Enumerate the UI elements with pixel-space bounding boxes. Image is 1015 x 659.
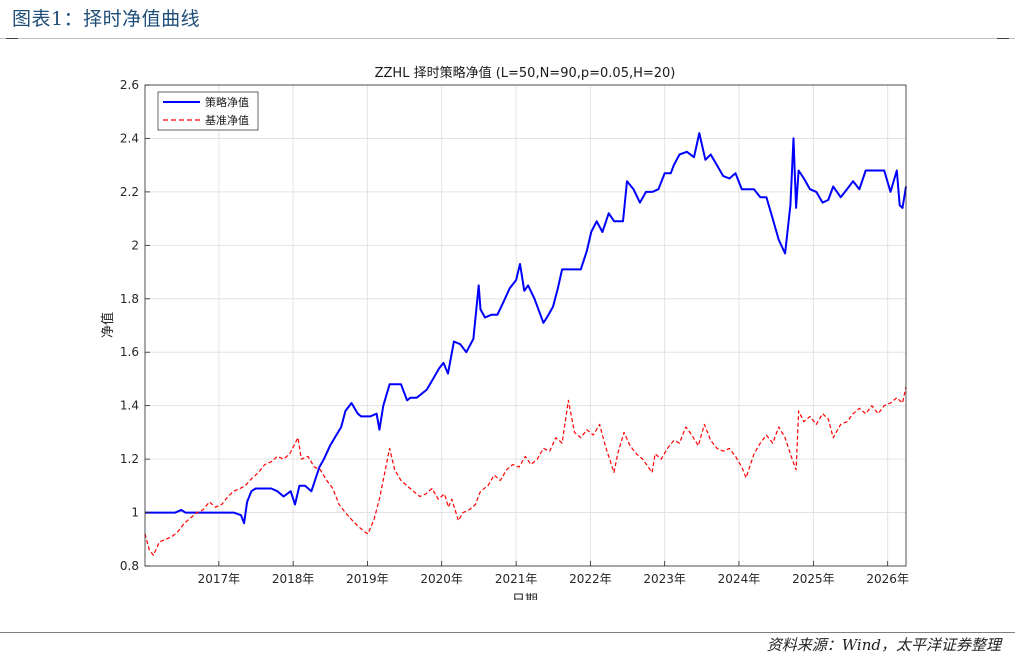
y-tick-label: 1.4 (120, 399, 139, 413)
x-tick-label: 2026年 (866, 572, 909, 586)
tick-layer: 0.8 1 1.2 1.4 1.6 1.8 2 2.2 2.4 2.6 2017年 2018年 2019… (120, 78, 909, 586)
x-tick-label: 2022年 (569, 572, 612, 586)
x-tick-label: 2020年 (420, 572, 463, 586)
plot-area (145, 85, 906, 566)
y-tick-label: 2.2 (120, 185, 139, 199)
legend-box (157, 91, 259, 131)
legend-label-benchmark: 基准净值 (205, 113, 249, 127)
y-tick-label: 1.2 (120, 452, 139, 466)
benchmark-line (144, 386, 907, 556)
legend: 策略净值 基准净值 (157, 91, 259, 131)
y-tick-label: 1 (131, 506, 139, 520)
x-tick-label: 2017年 (198, 572, 241, 586)
x-tick-label: 2018年 (272, 572, 315, 586)
y-axis-label: 净值 (100, 312, 116, 338)
bottom-divider (0, 632, 1015, 633)
top-divider (0, 38, 1015, 39)
y-tick-label: 1.6 (120, 345, 139, 359)
y-tick-label: 2.4 (120, 131, 139, 145)
series-layer (144, 132, 907, 556)
divider-cap-right (997, 38, 1009, 39)
y-tick-label: 0.8 (120, 559, 139, 573)
chart-title: ZZHL 择时策略净值 (L=50,N=90,p=0.05,H=20) (375, 65, 676, 81)
x-tick-label: 2023年 (643, 572, 686, 586)
plot-frame (144, 84, 907, 567)
legend-label-strategy: 策略净值 (205, 95, 249, 109)
x-tick-label: 2021年 (495, 572, 538, 586)
y-tick-label: 2 (131, 238, 139, 252)
y-tick-label: 1.8 (120, 292, 139, 306)
x-tick-label: 2024年 (718, 572, 761, 586)
y-tick-label: 2.6 (120, 78, 139, 92)
x-tick-label: 2019年 (346, 572, 389, 586)
strategy-line (145, 132, 907, 525)
x-axis-label: 日期 (512, 593, 538, 600)
figure-title: 图表1：择时净值曲线 (12, 8, 201, 30)
x-tick-label: 2025年 (792, 572, 835, 586)
line-chart: 0.8 1 1.2 1.4 1.6 1.8 2 2.2 2.4 2.6 2017年 2018年 2019… (100, 65, 909, 600)
source-note: 资料来源：Wind，太平洋证券整理 (766, 636, 1001, 654)
divider-cap-left (6, 38, 18, 39)
